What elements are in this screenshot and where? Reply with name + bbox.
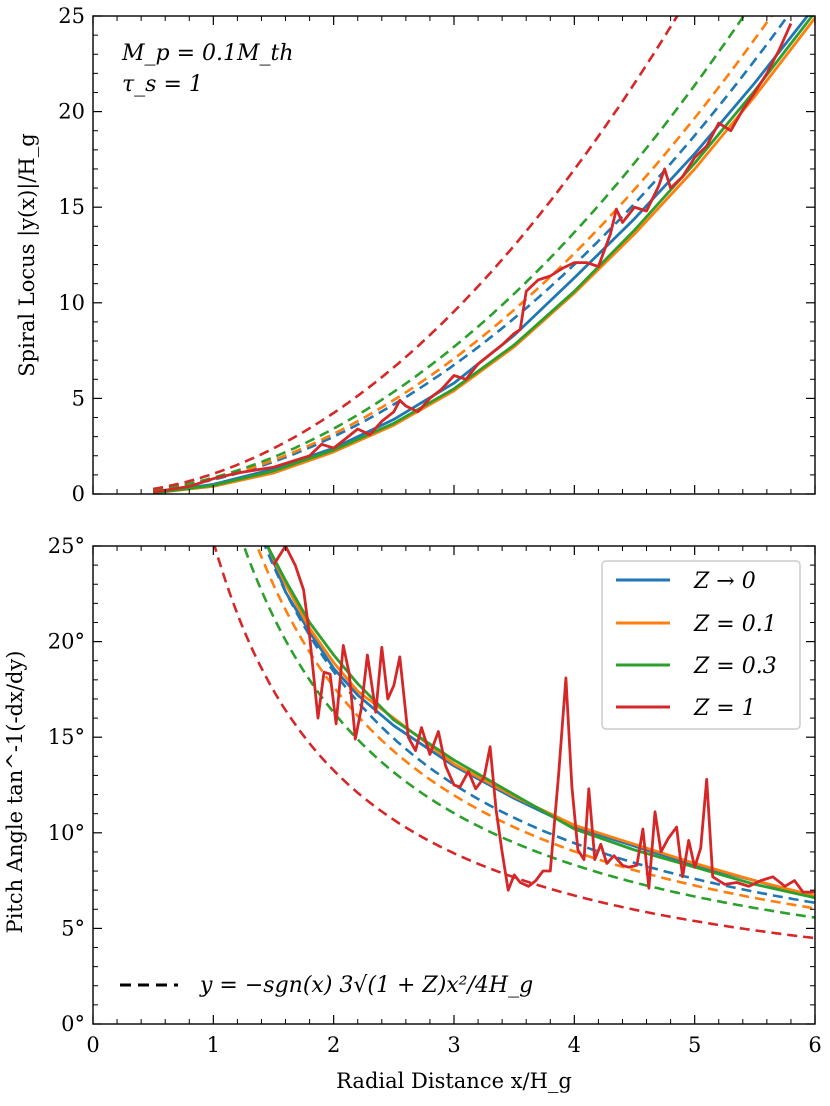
formula-legend-label: y = −sgn(x) 3√(1 + Z)x²/4H_g [199,973,533,998]
top-series-z-0-3-analytic [153,16,746,492]
bottom-xtick-label: 1 [207,1033,220,1057]
bottom-xtick-label: 6 [808,1033,821,1057]
legend-label-z03: Z = 0.3 [693,654,777,679]
bottom-ytick-label: 5° [61,916,85,940]
legend-label-z01: Z = 0.1 [693,612,777,637]
bottom-ytick-label: 10° [48,821,85,845]
top-series-z-0-1-analytic [153,16,774,492]
top-annotation-tau: τ_s = 1 [122,72,203,97]
top-ytick-label: 5 [72,386,85,410]
bottom-xtick-label: 3 [447,1033,460,1057]
bottom-panel: 0 1 2 3 4 5 6 0° 5° 10° 15° 20° 25° Z → 0 Z = 0.1 Z … [3,534,822,1093]
top-annotation-mass: M_p = 0.1M_th [121,41,294,66]
bottom-series-group [213,546,815,940]
legend-label-z1: Z = 1 [693,696,756,721]
bottom-xtick-label: 2 [327,1033,340,1057]
top-series-z-to-0 [153,16,810,494]
top-ytick-label: 20 [58,100,85,124]
bottom-ytick-label: 25° [48,534,85,558]
bottom-ytick-label: 0° [61,1012,85,1036]
top-ytick-label: 25 [58,4,85,28]
bottom-ticks: 0 1 2 3 4 5 6 0° 5° 10° 15° 20° 25° [48,534,822,1057]
bottom-xtick-label: 0 [86,1033,99,1057]
bottom-ylabel: Pitch Angle tan^-1(-dx/dy) [3,651,27,934]
bottom-ytick-label: 15° [48,725,85,749]
bottom-series-z-1-analytic [213,546,815,940]
top-series-z-0-3 [153,16,814,494]
top-series-group [152,16,815,494]
top-ytick-label: 0 [72,482,85,506]
bottom-clipped-series [213,546,815,940]
bottom-xtick-label: 4 [568,1033,581,1057]
annotation-tau-text: τ_s = 1 [122,72,203,97]
top-series-z-0-1 [153,17,815,494]
bottom-xlabel: Radial Distance x/H_g [336,1069,572,1093]
bottom-series-z-0-3-analytic [242,546,815,919]
top-series-z-to-0-analytic [153,16,790,492]
top-panel: 0 5 10 15 20 25 M_p = 0.1M_th τ_s = 1 Spiral … [15,4,816,506]
legend-label-z0: Z → 0 [693,569,756,594]
top-ytick-label: 15 [58,195,85,219]
top-ytick-label: 10 [58,291,85,315]
bottom-series-z-1 [272,546,815,894]
legend: Z → 0 Z = 0.1 Z = 0.3 Z = 1 [601,560,801,730]
top-clipped-series [152,16,815,494]
legend-box [601,560,801,730]
bottom-xtick-label: 5 [688,1033,701,1057]
top-series-z-1 [152,23,793,494]
bottom-series-z-0-1-analytic [255,546,815,910]
top-ylabel: Spiral Locus |y(x)|/H_g [15,133,40,376]
top-ticks: 0 5 10 15 20 25 [58,4,816,506]
annotation-mass-text: M_p = 0.1M_th [121,41,294,66]
top-series-z-1-analytic [152,16,679,491]
bottom-ytick-label: 20° [48,630,85,654]
